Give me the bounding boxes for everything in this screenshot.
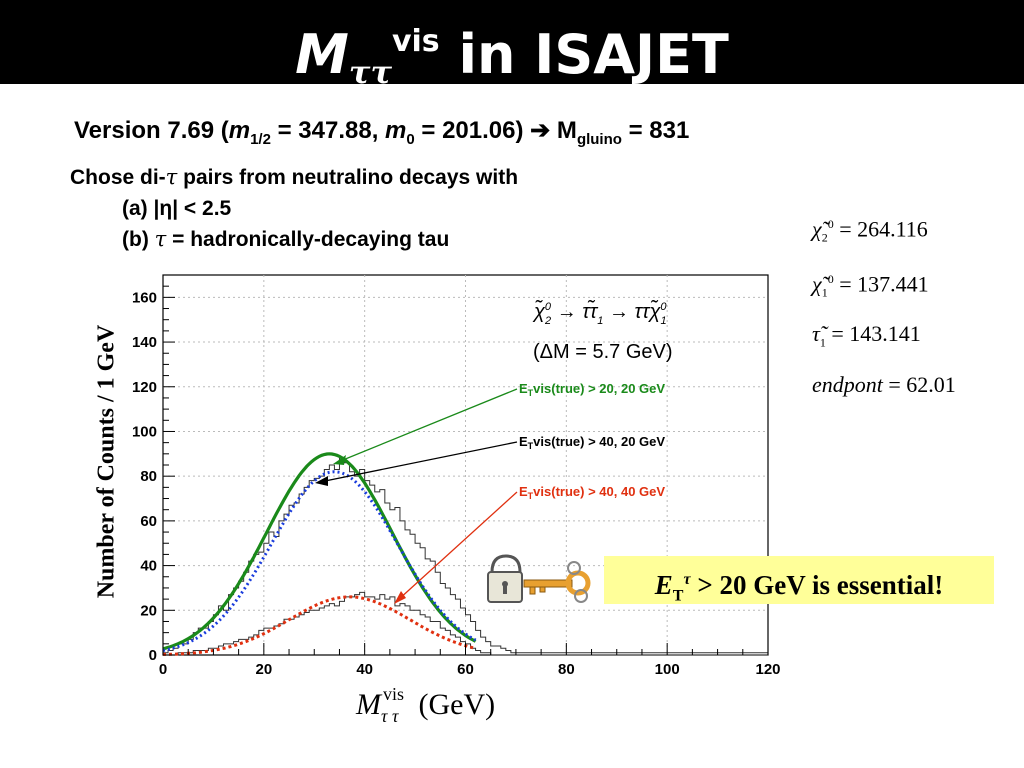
y-tick-label: 40 (140, 558, 157, 575)
eq-chi2: χ̃20 = 264.116 (812, 216, 928, 245)
fit-curves (162, 452, 477, 656)
y-tick-label: 80 (140, 468, 157, 485)
plot-grid (163, 275, 768, 655)
mass-equations: χ̃20 = 264.116 χ̃10 = 137.441 τ̃1 = 143.… (812, 204, 956, 405)
title-superscript: vis (391, 24, 440, 59)
selection-intro: Chose di-τ pairs from neutralino decays … (70, 165, 519, 189)
y-tick-label: 60 (140, 513, 157, 530)
process-formula: χ̃0 2 → ττ̃1 → ττχ̃0 1 (532, 299, 667, 327)
x-tick-label: 0 (159, 661, 167, 678)
arrow-green-head (333, 455, 346, 465)
title-subscript: ττ (348, 53, 392, 91)
axes: 0 20 40 60 80 100 120 0 20 40 60 80 100 120 140 160 (132, 274, 781, 678)
y-tick-label: 140 (132, 334, 157, 351)
arrow-black-head (315, 476, 328, 486)
annotation-arrows (315, 388, 518, 604)
y-tick-label: 100 (132, 423, 157, 440)
x-tick-label: 60 (457, 661, 474, 678)
fit-curve-1 (162, 452, 477, 651)
selection-text: Chose di-τ pairs from neutralino decays … (70, 162, 518, 255)
y-tick-label: 20 (140, 602, 157, 619)
x-tick-label: 80 (558, 661, 575, 678)
y-tick-label: 160 (132, 289, 157, 306)
x-tick-label: 100 (655, 661, 680, 678)
y-tick-label: 120 (132, 379, 157, 396)
arrow-red (397, 491, 518, 601)
legend-green: ETvis(true) > 20, 20 GeV (519, 381, 665, 398)
eq-endpoint: endpont = 62.01 (812, 371, 956, 397)
x-tick-label: 120 (755, 661, 780, 678)
lock-key-icon (487, 554, 591, 603)
title-symbol: M (295, 23, 349, 86)
eq-chi1: χ̃10 = 137.441 (812, 271, 929, 300)
arrow-icon: ➔ (530, 117, 551, 144)
fit-curve-2 (162, 470, 477, 652)
essential-note: ETτ > 20 GeV is essential! (604, 556, 994, 604)
delta-m-label: (ΔM = 5.7 GeV) (533, 341, 673, 363)
arrow-green (337, 388, 518, 463)
title-text: in ISAJET (458, 23, 729, 86)
legend-red: ETvis(true) > 40, 40 GeV (519, 484, 665, 501)
slide-title: Mττvis in ISAJET (0, 6, 1024, 108)
y-tick-label: 0 (149, 647, 157, 664)
eq-stau: τ̃1 = 143.141 (812, 321, 921, 350)
version-line: Version 7.69 (m1/2 = 347.88, m0 = 201.06… (74, 117, 690, 148)
title-bar (0, 0, 1024, 84)
x-tick-label: 20 (255, 661, 272, 678)
x-tick-label: 40 (356, 661, 373, 678)
legend-black: ETvis(true) > 40, 20 GeV (519, 434, 665, 451)
condition-a: (a) |η| < 2.5 (122, 197, 232, 220)
arrow-red-head (394, 591, 406, 604)
arrow-black (319, 441, 518, 483)
condition-b: (b) τ = hadronically-decaying tau (122, 227, 450, 251)
